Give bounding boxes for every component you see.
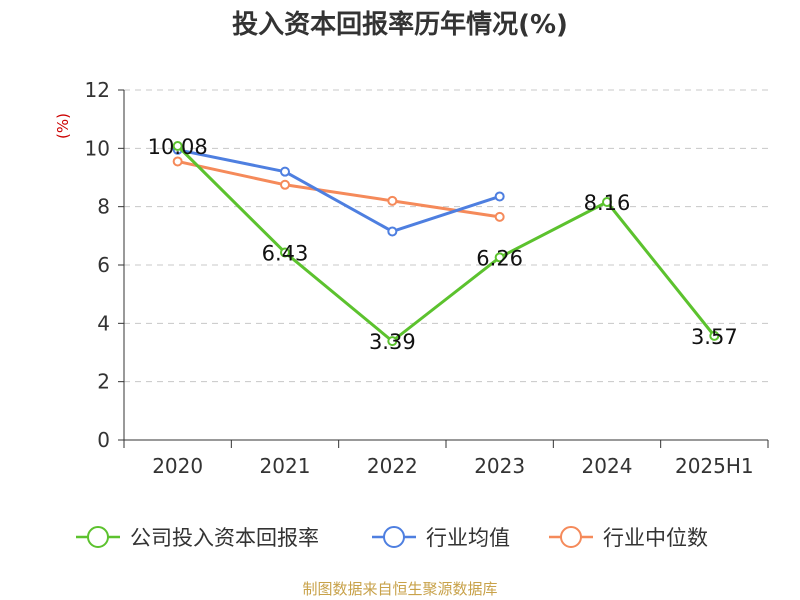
- legend: 公司投入资本回报率 行业均值 行业中位数: [76, 526, 708, 550]
- x-tick-label: 2023: [474, 454, 525, 478]
- legend-marker: [383, 526, 405, 548]
- x-tick-label: 2025H1: [675, 454, 754, 478]
- legend-item: 公司投入资本回报率: [76, 526, 319, 550]
- data-point: [494, 211, 505, 222]
- legend-marker: [87, 526, 109, 548]
- y-tick-label: 0: [97, 428, 110, 452]
- legend-item: 行业均值: [372, 526, 510, 550]
- series-layer: [172, 141, 720, 347]
- y-tick-label: 6: [97, 253, 110, 277]
- legend-label: 公司投入资本回报率: [130, 526, 319, 550]
- axes: 0 2 4 6 8 10 12 2020 2021 2022 2023 2024 2025H1: [85, 78, 769, 478]
- data-point: [387, 336, 398, 347]
- legend-marker: [560, 526, 582, 548]
- data-point: [387, 226, 398, 237]
- series-line-2: [177, 159, 500, 219]
- data-point: [172, 156, 183, 167]
- y-axis-unit: (%): [54, 113, 72, 139]
- grid: [124, 89, 768, 383]
- data-label: 6.26: [476, 246, 523, 270]
- data-point: [280, 166, 290, 177]
- series-line-0: [176, 144, 716, 343]
- series-line-1: [177, 148, 501, 233]
- y-tick-label: 12: [85, 78, 110, 102]
- data-point: [494, 252, 505, 263]
- x-tick-label: 2021: [260, 454, 311, 478]
- x-tick-label: 2020: [152, 454, 203, 478]
- y-tick-label: 4: [97, 311, 110, 335]
- data-point: [602, 197, 612, 207]
- data-point: [387, 195, 398, 206]
- legend-label: 行业中位数: [603, 526, 708, 550]
- legend-item: 行业中位数: [549, 526, 708, 550]
- y-tick-label: 2: [97, 370, 110, 394]
- data-point: [172, 141, 183, 151]
- data-point: [280, 179, 290, 190]
- chart-title: 投入资本回报率历年情况(%): [232, 9, 568, 40]
- x-tick-label: 2022: [367, 454, 418, 478]
- data-label: 3.39: [369, 330, 416, 354]
- y-tick-label: 8: [97, 195, 110, 219]
- data-label: 10.08: [148, 135, 208, 159]
- source-note: 制图数据来自恒生聚源数据库: [302, 580, 497, 598]
- data-labels: 10.08 6.43 3.39 6.26 8.16 3.57: [148, 135, 738, 354]
- legend-label: 行业均值: [426, 526, 510, 550]
- data-point: [280, 247, 290, 258]
- x-tick-label: 2024: [582, 454, 633, 478]
- data-label: 8.16: [584, 191, 631, 215]
- y-tick-label: 10: [85, 136, 110, 160]
- data-point: [709, 330, 720, 341]
- data-point: [494, 191, 505, 202]
- data-label: 3.57: [691, 325, 738, 349]
- data-label: 6.43: [262, 241, 309, 265]
